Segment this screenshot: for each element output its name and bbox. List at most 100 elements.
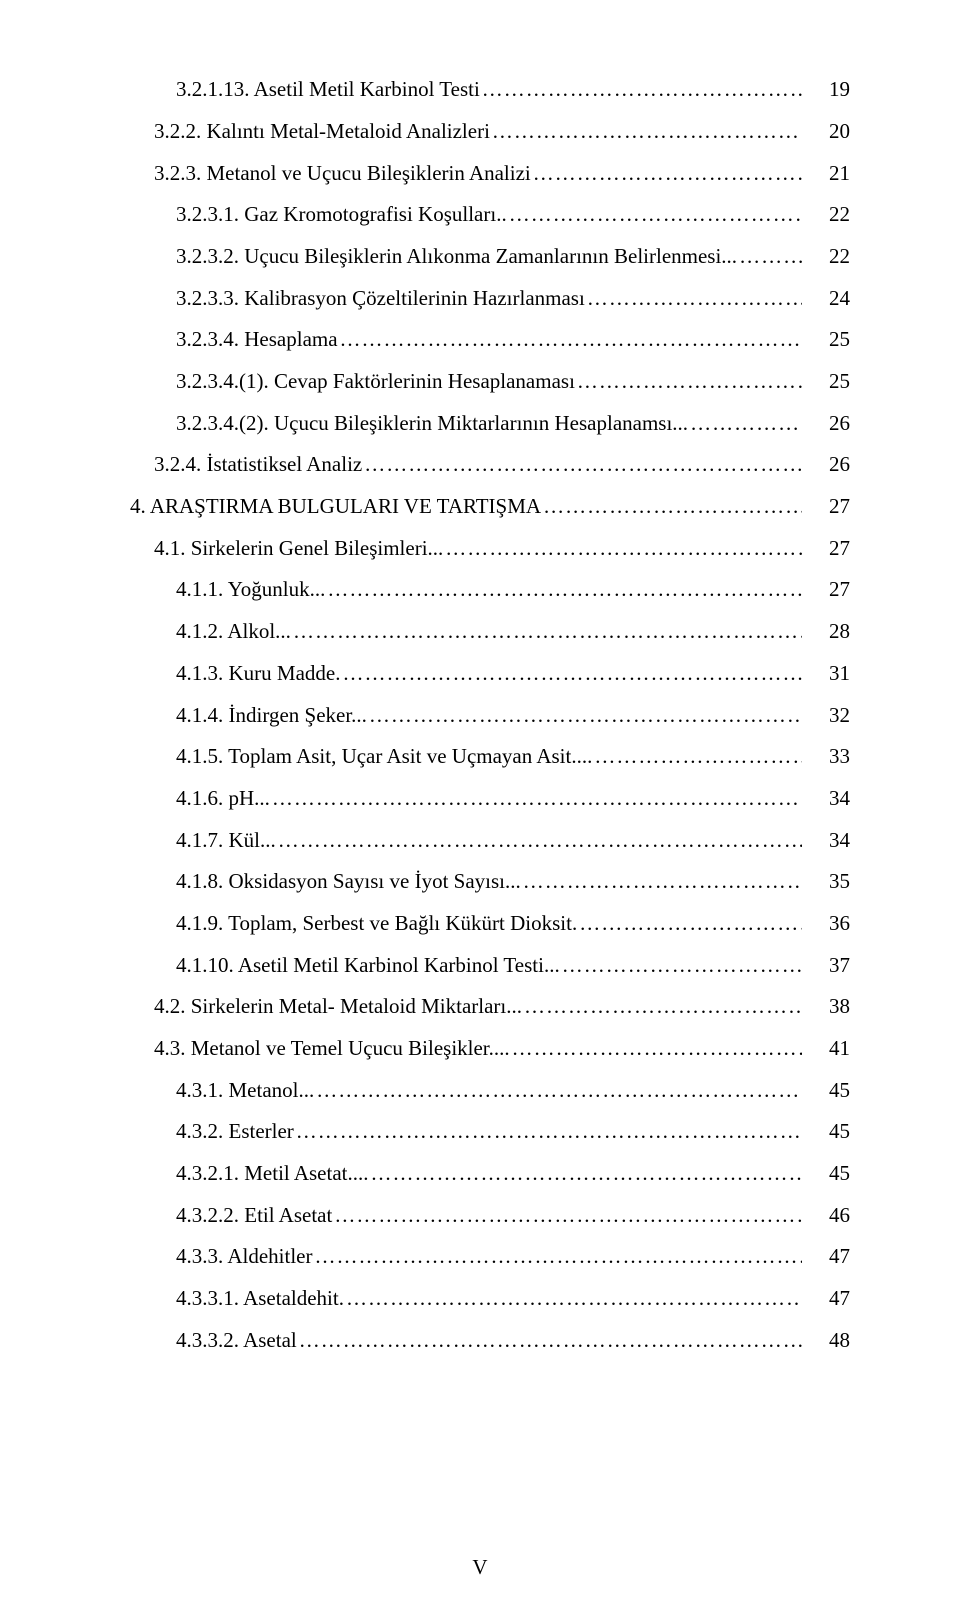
toc-row: 4.3.3.2. Asetal 48 [130,1325,850,1357]
toc-row: 4.3.3.1. Asetaldehit. 47 [130,1283,850,1315]
toc-entry-page: 31 [802,658,850,690]
toc-leader-dots [594,741,802,773]
toc-row: 3.2.3.1. Gaz Kromotografisi Koşulları.. 2… [130,199,850,231]
toc-leader-dots [579,908,802,940]
toc-leader-dots [296,1116,802,1148]
toc-row: 3.2.3.4.(2). Uçucu Bileşiklerin Miktarla… [130,408,850,440]
document-page: 3.2.1.13. Asetil Metil Karbinol Testi19 3… [0,0,960,1620]
toc-entry-page: 48 [802,1325,850,1357]
toc-entry-page: 47 [802,1283,850,1315]
toc-entry-page: 24 [802,283,850,315]
toc-row: 4.3. Metanol ve Temel Uçucu Bileşikler..… [130,1033,850,1065]
toc-entry-label: 4.1.6. pH... [176,783,272,815]
toc-entry-label: 3.2.3.1. Gaz Kromotografisi Koşulları.. [176,199,509,231]
toc-entry-label: 4.1.10. Asetil Metil Karbinol Karbinol T… [176,950,562,982]
toc-leader-dots [314,1241,802,1273]
toc-leader-dots [272,783,802,815]
toc-entry-label: 3.2.3. Metanol ve Uçucu Bileşiklerin Ana… [154,158,533,190]
toc-row: 4.1.7. Kül...34 [130,825,850,857]
toc-entry-page: 35 [802,866,850,898]
toc-row: 4.1.5. Toplam Asit, Uçar Asit ve Uçmayan… [130,741,850,773]
toc-entry-label: 4. ARAŞTIRMA BULGULARI VE TARTIŞMA [130,491,543,523]
toc-row: 4.1.4. İndirgen Şeker...32 [130,700,850,732]
toc-entry-label: 4.1.5. Toplam Asit, Uçar Asit ve Uçmayan… [176,741,594,773]
toc-entry-page: 46 [802,1200,850,1232]
toc-row: 3.2.3.4.(1). Cevap Faktörlerinin Hesapla… [130,366,850,398]
toc-row: 4.1.8. Oksidasyon Sayısı ve İyot Sayısı.… [130,866,850,898]
toc-entry-page: 27 [802,491,850,523]
table-of-contents: 3.2.1.13. Asetil Metil Karbinol Testi19 3… [130,74,850,1356]
toc-entry-label: 4.3.1. Metanol... [176,1075,316,1107]
toc-entry-label: 3.2.2. Kalıntı Metal-Metaloid Analizleri [154,116,492,148]
toc-entry-label: 3.2.4. İstatistiksel Analiz [154,449,364,481]
toc-entry-label: 4.3.2. Esterler [176,1116,296,1148]
toc-row: 4.1.1. Yoğunluk...27 [130,574,850,606]
toc-entry-label: 3.2.3.3. Kalibrasyon Çözeltilerinin Hazı… [176,283,587,315]
toc-leader-dots [533,158,802,190]
toc-entry-label: 4.2. Sirkelerin Metal- Metaloid Miktarla… [154,991,524,1023]
toc-leader-dots [334,1200,802,1232]
toc-entry-label: 3.2.3.2. Uçucu Bileşiklerin Alıkonma Zam… [176,241,739,273]
toc-entry-label: 4.3.3.1. Asetaldehit. [176,1283,346,1315]
toc-row: 4.1.6. pH... 34 [130,783,850,815]
toc-entry-page: 45 [802,1075,850,1107]
toc-entry-label: 4.1.7. Kül... [176,825,278,857]
toc-row: 3.2.3. Metanol ve Uçucu Bileşiklerin Ana… [130,158,850,190]
toc-entry-page: 45 [802,1158,850,1190]
toc-leader-dots [316,1075,802,1107]
toc-entry-label: 4.3.3. Aldehitler [176,1241,314,1273]
toc-entry-page: 22 [802,199,850,231]
toc-entry-page: 38 [802,991,850,1023]
toc-entry-label: 3.2.3.4. Hesaplama [176,324,340,356]
toc-entry-label: 4.3.3.2. Asetal [176,1325,299,1357]
toc-entry-page: 41 [802,1033,850,1065]
toc-entry-page: 27 [802,574,850,606]
toc-entry-label: 4.1.2. Alkol... [176,616,293,648]
toc-leader-dots [690,408,802,440]
toc-entry-label: 4.3.2.2. Etil Asetat [176,1200,334,1232]
toc-entry-page: 27 [802,533,850,565]
toc-leader-dots [587,283,802,315]
toc-row: 4.3.2.1. Metil Asetat.... 45 [130,1158,850,1190]
toc-leader-dots [364,449,802,481]
toc-entry-page: 26 [802,449,850,481]
toc-row: 4. ARAŞTIRMA BULGULARI VE TARTIŞMA 27 [130,491,850,523]
toc-leader-dots [445,533,802,565]
toc-entry-page: 25 [802,366,850,398]
toc-leader-dots [523,866,802,898]
toc-entry-page: 22 [802,241,850,273]
toc-entry-label: 4.1. Sirkelerin Genel Bileşimleri... [154,533,445,565]
toc-leader-dots [342,658,802,690]
toc-entry-page: 33 [802,741,850,773]
toc-leader-dots [293,616,802,648]
toc-entry-page: 32 [802,700,850,732]
toc-leader-dots [278,825,802,857]
toc-row: 3.2.1.13. Asetil Metil Karbinol Testi19 [130,74,850,106]
toc-row: 4.3.2.2. Etil Asetat 46 [130,1200,850,1232]
toc-entry-page: 25 [802,324,850,356]
toc-row: 3.2.2. Kalıntı Metal-Metaloid Analizleri… [130,116,850,148]
toc-row: 3.2.3.2. Uçucu Bileşiklerin Alıkonma Zam… [130,241,850,273]
toc-entry-page: 34 [802,783,850,815]
toc-entry-page: 37 [802,950,850,982]
toc-leader-dots [509,199,802,231]
toc-entry-label: 4.1.8. Oksidasyon Sayısı ve İyot Sayısı.… [176,866,523,898]
toc-leader-dots [562,950,802,982]
toc-row: 4.1.2. Alkol...28 [130,616,850,648]
toc-row: 4.2. Sirkelerin Metal- Metaloid Miktarla… [130,991,850,1023]
toc-entry-page: 47 [802,1241,850,1273]
toc-leader-dots [512,1033,802,1065]
toc-leader-dots [577,366,802,398]
toc-entry-label: 4.3.2.1. Metil Asetat.... [176,1158,371,1190]
toc-entry-page: 36 [802,908,850,940]
toc-leader-dots [739,241,802,273]
page-number-footer: V [0,1555,960,1580]
toc-row: 4.1. Sirkelerin Genel Bileşimleri... 27 [130,533,850,565]
toc-row: 4.3.2. Esterler 45 [130,1116,850,1148]
toc-entry-label: 3.2.3.4.(1). Cevap Faktörlerinin Hesapla… [176,366,577,398]
toc-leader-dots [327,574,802,606]
toc-entry-page: 45 [802,1116,850,1148]
toc-leader-dots [543,491,802,523]
toc-row: 4.3.1. Metanol... 45 [130,1075,850,1107]
toc-leader-dots [492,116,802,148]
